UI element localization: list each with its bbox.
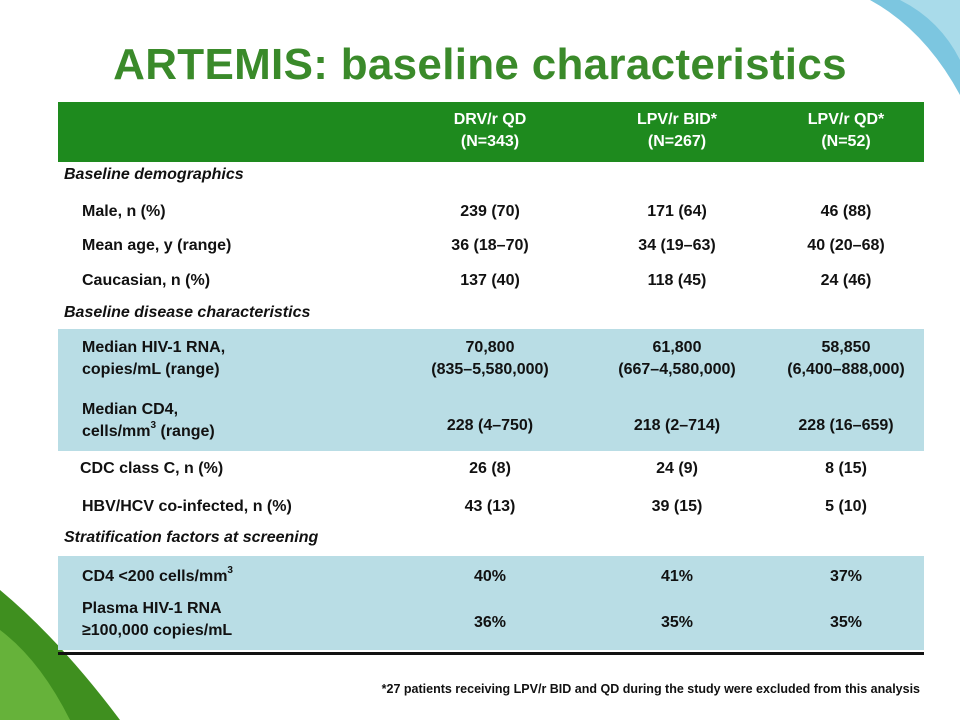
section-title: Baseline demographics [64, 166, 244, 183]
header-drv-qd: DRV/r QD (N=343) [453, 111, 527, 150]
cell-value: 228 (4–750) [446, 417, 534, 434]
cell-value: 41% [660, 568, 694, 585]
row-label: Male, n (%) [82, 203, 166, 220]
cell-value: 26 (8) [469, 460, 511, 477]
row-label: Median CD4, cells/mm3 (range) [82, 401, 215, 440]
cell-value: 118 (45) [647, 272, 707, 289]
cell-value: 24 (9) [656, 460, 698, 477]
cell-value: 5 (10) [825, 498, 867, 515]
table-row: CDC class C, n (%) 26 (8) 24 (9) 8 (15) [58, 458, 924, 482]
stratification-band: CD4 <200 cells/mm3 40% 41% 37% Plasma HI… [58, 556, 924, 650]
cell-value: 39 (15) [651, 498, 703, 515]
cell-value: 40 (20–68) [807, 237, 885, 254]
cell-value: 61,800 (667–4,580,000) [618, 339, 736, 378]
table-row: Mean age, y (range) 36 (18–70) 34 (19–63… [58, 235, 924, 259]
table-row: Caucasian, n (%) 137 (40) 118 (45) 24 (4… [58, 270, 924, 294]
cell-value: 36 (18–70) [451, 237, 529, 254]
cell-value: 218 (2–714) [633, 417, 721, 434]
cell-value: 171 (64) [647, 203, 707, 220]
table-header: DRV/r QD (N=343) LPV/r BID* (N=267) LPV/r … [58, 102, 924, 162]
row-label: Caucasian, n (%) [82, 272, 211, 289]
cell-value: 37% [829, 568, 863, 585]
cell-value: 8 (15) [825, 460, 867, 477]
header-lpv-qd: LPV/r QD* (N=52) [807, 111, 885, 150]
cell-value: 228 (16–659) [798, 417, 894, 434]
row-label: CDC class C, n (%) [80, 460, 224, 477]
footnote: *27 patients receiving LPV/r BID and QD … [381, 682, 920, 696]
row-label: Mean age, y (range) [82, 237, 232, 254]
section-disease: Baseline disease characteristics [58, 304, 924, 328]
section-title: Baseline disease characteristics [64, 304, 311, 321]
table-row: Male, n (%) 239 (70) 171 (64) 46 (88) [58, 201, 924, 225]
cell-value: 35% [829, 614, 863, 631]
disease-band: Median HIV-1 RNA, copies/mL (range) 70,80… [58, 329, 924, 451]
cell-value: 35% [660, 614, 694, 631]
cell-value: 24 (46) [820, 272, 872, 289]
section-stratification: Stratification factors at screening [58, 529, 924, 553]
table-bottom-rule [58, 652, 924, 655]
row-label: HBV/HCV co-infected, n (%) [82, 498, 292, 515]
cell-value: 239 (70) [460, 203, 520, 220]
table-row: HBV/HCV co-infected, n (%) 43 (13) 39 (1… [58, 496, 924, 520]
slide-title: ARTEMIS: baseline characteristics [113, 40, 847, 89]
cell-value: 40% [473, 568, 507, 585]
cell-value: 137 (40) [460, 272, 520, 289]
row-label: Median HIV-1 RNA, copies/mL (range) [82, 339, 226, 378]
cell-value: 43 (13) [464, 498, 516, 515]
cell-value: 58,850 (6,400–888,000) [787, 339, 905, 378]
header-lpv-bid: LPV/r BID* (N=267) [636, 111, 717, 150]
row-label: Plasma HIV-1 RNA ≥100,000 copies/mL [82, 600, 233, 639]
cell-value: 70,800 (835–5,580,000) [431, 339, 549, 378]
section-title: Stratification factors at screening [64, 529, 319, 546]
cell-value: 34 (19–63) [638, 237, 716, 254]
section-demographics: Baseline demographics [58, 166, 924, 190]
cell-value: 36% [473, 614, 507, 631]
row-label: CD4 <200 cells/mm3 [82, 564, 233, 585]
cell-value: 46 (88) [820, 203, 872, 220]
